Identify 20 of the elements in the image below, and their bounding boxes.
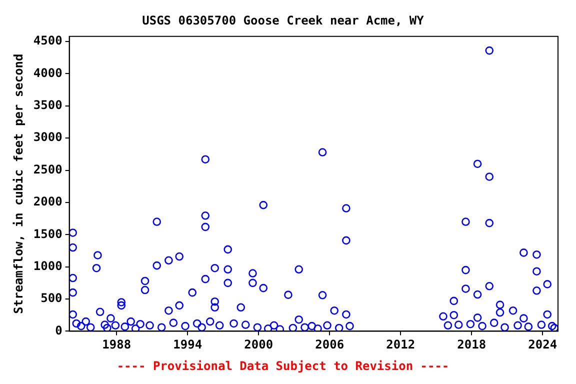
chart-title: USGS 06305700 Goose Creek near Acme, WY: [142, 13, 425, 28]
text: ---- Provisional Data Subject to Revision ----: [116, 358, 450, 373]
y-tick-label: 1000: [33, 258, 62, 273]
y-tick-label: 3500: [33, 98, 62, 112]
y-tick-label: 3000: [33, 130, 62, 144]
x-tick-label: 2024: [528, 338, 558, 352]
y-tick-label: 4000: [33, 66, 62, 80]
x-tick-label: 1994: [173, 338, 202, 352]
y-tick-label: 0: [55, 323, 62, 338]
x-tick-label: 2006: [315, 338, 344, 352]
y-tick-label: 2000: [33, 194, 62, 209]
y-tick-label: 2500: [33, 162, 62, 176]
x-tick-label: 2000: [244, 338, 274, 352]
x-tick-label: 1988: [102, 338, 132, 352]
y-tick-label: 500: [40, 291, 62, 306]
y-tick-label: 4500: [33, 34, 62, 48]
x-tick-label: 2018: [457, 338, 486, 352]
y-tick-label: 1500: [33, 226, 62, 241]
x-tick-label: 2012: [386, 338, 416, 352]
y-axis-title: Streamflow, in cubic feet per second: [11, 54, 26, 314]
